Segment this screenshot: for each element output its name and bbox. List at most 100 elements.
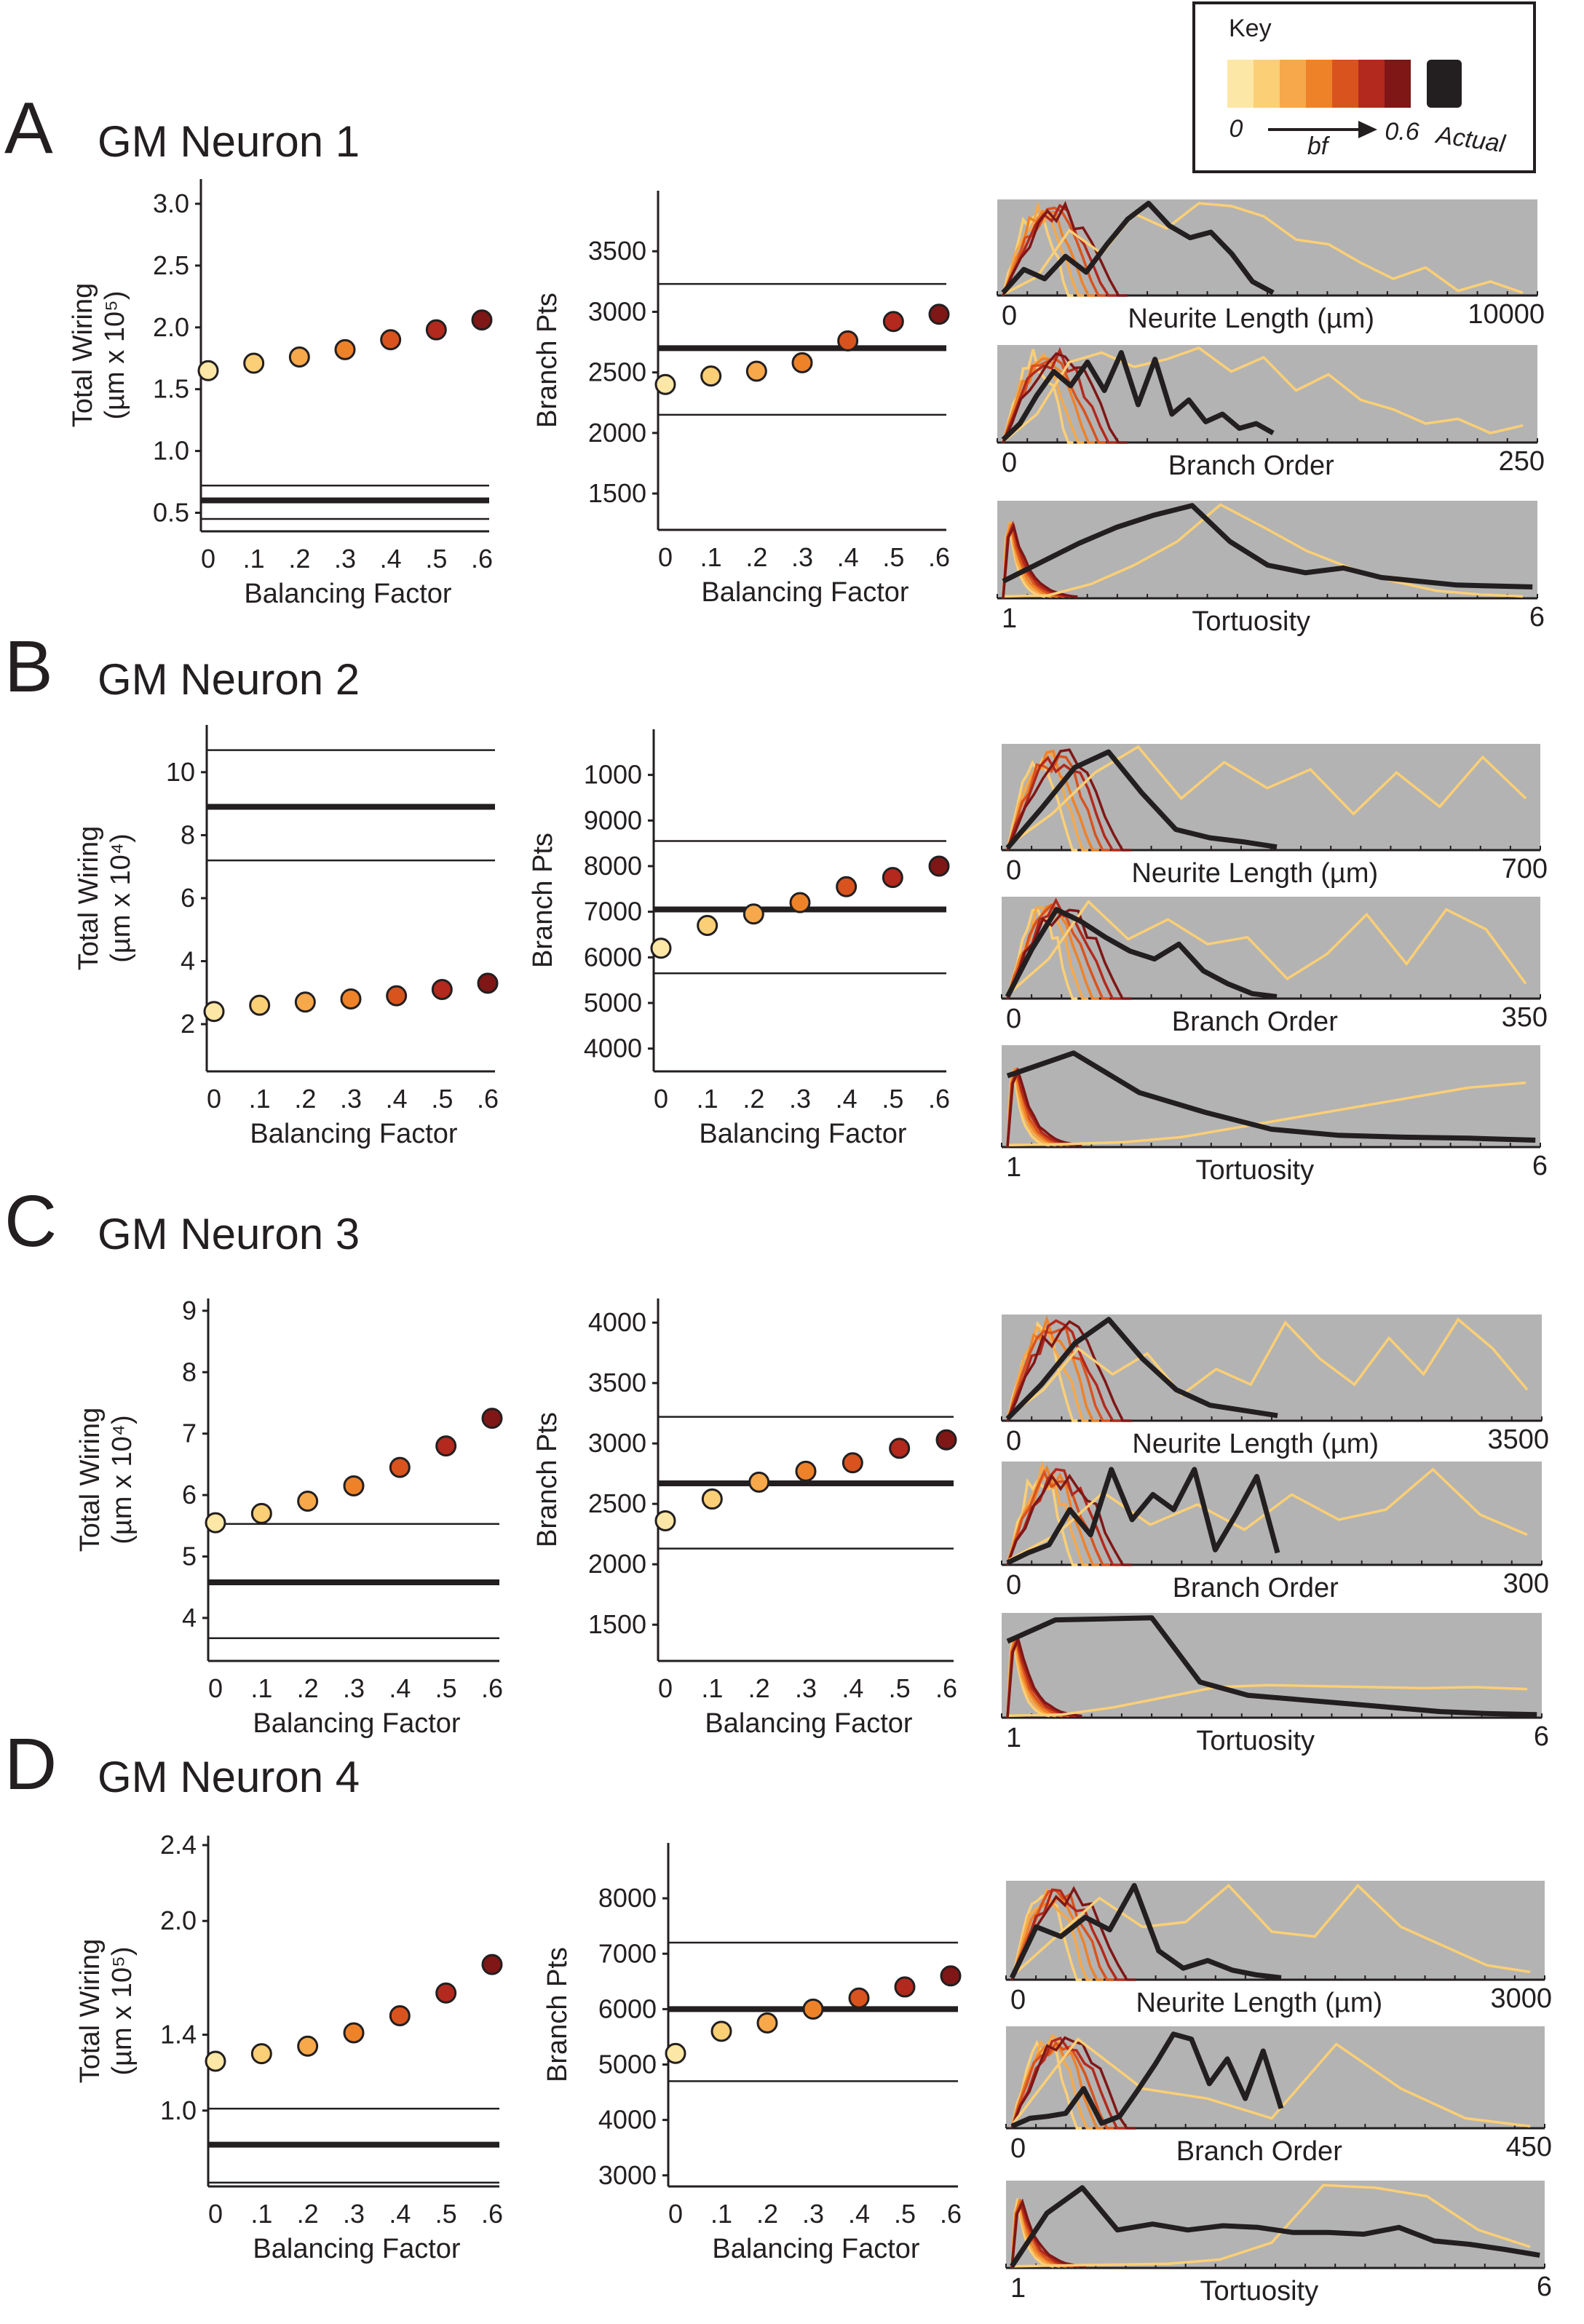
hist-xmin-label: 0 bbox=[1006, 1570, 1021, 1601]
branch-point bbox=[940, 1965, 962, 1987]
wiring-point bbox=[203, 1001, 225, 1023]
hist-actual-line bbox=[1005, 907, 1278, 999]
panel-b: B GM Neuron 21086420.1.2.3.4.5.6Balancing… bbox=[4, 626, 1548, 1186]
branch-ytick-label: 7000 bbox=[584, 897, 642, 927]
branch-xtick-label: .6 bbox=[928, 1084, 950, 1114]
key-swatch-6 bbox=[1385, 60, 1411, 108]
hist-background bbox=[1002, 1462, 1542, 1565]
wiring-xtick-label: .6 bbox=[481, 2199, 503, 2229]
hist-background bbox=[997, 199, 1537, 296]
branch-point bbox=[697, 914, 718, 936]
hist-xmax-label: 6 bbox=[1534, 1721, 1549, 1752]
wiring-point bbox=[340, 988, 362, 1010]
wiring-xtick-label: .6 bbox=[471, 544, 493, 574]
key-swatch-3 bbox=[1306, 60, 1332, 108]
branch-xtick-label: .6 bbox=[940, 2199, 962, 2229]
branch-x-label: Balancing Factor bbox=[699, 1119, 906, 1149]
wiring-ytick-label: 4 bbox=[181, 946, 195, 976]
wiring-xtick-label: .2 bbox=[297, 1673, 319, 1703]
branch-point bbox=[848, 1987, 870, 2009]
branch-ytick-label: 3500 bbox=[588, 236, 646, 266]
hist-bf-line-6 bbox=[1002, 523, 1078, 599]
wiring-point bbox=[243, 352, 265, 374]
wiring-xtick-label: .3 bbox=[343, 1673, 365, 1703]
panel-letter: A bbox=[4, 87, 53, 169]
branch-x-label: Balancing Factor bbox=[701, 577, 908, 608]
key-swatch-2 bbox=[1280, 60, 1306, 108]
wiring-xtick-label: .3 bbox=[334, 544, 356, 574]
hist-x-label: Neurite Length (µm) bbox=[1132, 1429, 1379, 1459]
panel-title: GM Neuron 4 bbox=[98, 1753, 360, 1801]
branch-ytick-label: 5000 bbox=[584, 988, 642, 1018]
branch-ytick-label: 1000 bbox=[584, 760, 642, 790]
hist-xmin-label: 1 bbox=[1010, 2273, 1026, 2304]
wiring-xtick-label: .2 bbox=[297, 2199, 319, 2229]
branch-ytick-label: 4000 bbox=[598, 2105, 657, 2135]
hist-actual-line bbox=[1006, 1615, 1537, 1718]
hist-bf-line-6 bbox=[1010, 2036, 1136, 2130]
wiring-xtick-label: 0 bbox=[208, 1673, 223, 1703]
wiring-xtick-label: .4 bbox=[389, 1673, 411, 1703]
wiring-y-label: Total Wiring bbox=[68, 283, 98, 428]
wiring-x-label: Balancing Factor bbox=[244, 579, 451, 609]
hist-x-label: Tortuosity bbox=[1192, 606, 1310, 637]
hist-bf-line-6 bbox=[1002, 201, 1128, 297]
hist-xmin-label: 0 bbox=[1010, 2133, 1026, 2164]
hist-bf-line-5 bbox=[1002, 346, 1117, 444]
branch-point bbox=[789, 892, 811, 913]
wiring-point bbox=[197, 360, 219, 381]
branch-point bbox=[742, 903, 764, 925]
wiring-point bbox=[334, 338, 356, 360]
wiring-ytick-label: 8 bbox=[181, 820, 195, 849]
histogram-length: 0 3000 Neurite Length (µm) bbox=[1005, 1881, 1552, 2018]
hist-bf-line-0 bbox=[1004, 503, 1524, 598]
branch-ytick-label: 1500 bbox=[588, 478, 646, 508]
hist-xmax-label: 10000 bbox=[1468, 299, 1545, 330]
branch-xtick-label: .3 bbox=[789, 1084, 811, 1114]
branch-point bbox=[842, 1452, 863, 1474]
branch-point bbox=[748, 1471, 770, 1493]
branch-point bbox=[935, 1429, 957, 1451]
hist-actual-line bbox=[1009, 1883, 1282, 1980]
branch-xtick-label: .3 bbox=[791, 542, 813, 572]
wiring-xtick-label: .4 bbox=[386, 1084, 408, 1114]
panel-letter: B bbox=[4, 626, 53, 707]
branch-y-label: Branch Pts bbox=[542, 1947, 573, 2082]
hist-x-label: Neurite Length (µm) bbox=[1131, 858, 1378, 889]
branch-xtick-label: .4 bbox=[842, 1673, 863, 1703]
hist-bf-line-5 bbox=[1010, 2037, 1125, 2130]
branch-point bbox=[745, 360, 767, 382]
hist-xmax-label: 700 bbox=[1502, 854, 1548, 884]
hist-xmin-label: 1 bbox=[1002, 603, 1017, 634]
branch-ytick-label: 1500 bbox=[588, 1609, 646, 1639]
wiring-xtick-label: .4 bbox=[389, 2199, 411, 2229]
hist-actual-line bbox=[1001, 350, 1275, 442]
hist-bf-line-0 bbox=[1007, 1317, 1529, 1417]
hist-bf-line-4 bbox=[1006, 1469, 1110, 1566]
panel-title: GM Neuron 1 bbox=[98, 117, 360, 166]
wiring-ytick-label: 2.4 bbox=[160, 1830, 197, 1860]
branch-chart: 1000 9000 8000 7000 6000 5000 4000 0 .1 .2 .3 .4 .5.… bbox=[528, 729, 950, 1149]
branch-xtick-label: .1 bbox=[700, 542, 722, 572]
branch-point bbox=[882, 867, 903, 889]
hist-bf-line-6 bbox=[1006, 1473, 1132, 1566]
key-title: Key bbox=[1229, 15, 1272, 42]
hist-bf-line-4 bbox=[1002, 206, 1106, 297]
branch-ytick-label: 7000 bbox=[598, 1938, 657, 1968]
wiring-y-label-unit: (µm x 10⁴) bbox=[106, 833, 136, 963]
hist-bf-line-0 bbox=[1013, 2184, 1531, 2268]
hist-bf-line-0 bbox=[1004, 202, 1524, 295]
hist-bf-line-0 bbox=[1012, 1884, 1531, 1976]
wiring-point bbox=[205, 2050, 226, 2072]
hist-xmax-label: 450 bbox=[1506, 2132, 1552, 2162]
hist-bf-line-0 bbox=[1007, 745, 1527, 846]
wiring-point bbox=[343, 1475, 365, 1496]
branch-point bbox=[795, 1460, 817, 1482]
branch-xtick-label: .6 bbox=[928, 542, 950, 572]
histogram-tortuosity: 1 6 Tortuosity bbox=[1001, 1613, 1549, 1756]
branch-xtick-label: 0 bbox=[654, 1084, 668, 1114]
branch-ytick-label: 3000 bbox=[588, 1428, 646, 1458]
hist-bf-line-6 bbox=[1002, 352, 1128, 444]
